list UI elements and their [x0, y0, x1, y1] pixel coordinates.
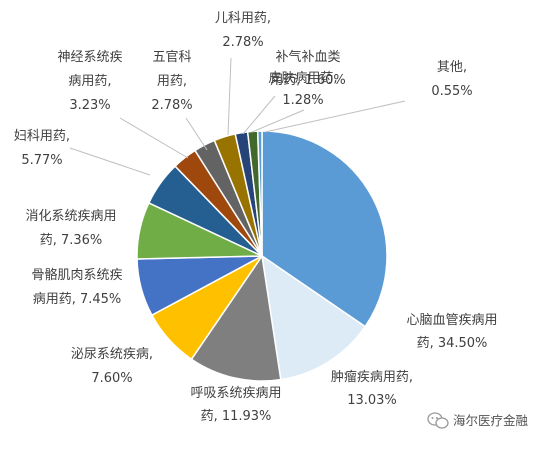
slice-label-5-line-1: 药, 7.36% [40, 233, 103, 248]
watermark: 海尔医疗金融 [427, 410, 557, 432]
slice-label-3-line-0: 泌尿系统疾病, [71, 347, 153, 362]
leader-line-10 [242, 95, 276, 135]
slice-label-6-line-1: 5.77% [21, 153, 62, 168]
pie-slice-12 [256, 130, 263, 257]
slice-label-11-line-1: 1.28% [282, 93, 323, 108]
watermark-graphic: 海尔医疗金融 [427, 412, 529, 429]
slice-label-12-line-0: 其他, [437, 60, 467, 75]
slice-label-7-line-0: 神经系统疾 [57, 50, 122, 65]
slice-label-0-line-1: 药, 34.50% [417, 336, 488, 351]
pie-slices [136, 130, 388, 382]
wechat-icon [427, 412, 449, 429]
leader-line-7 [119, 117, 189, 159]
slice-label-10-line-1: 用药, 1.60% [270, 73, 346, 88]
pie-slice-2 [190, 254, 282, 382]
pie-slice-1 [260, 254, 367, 381]
slice-label-7-line-2: 3.23% [69, 98, 110, 113]
slice-label-2-line-1: 药, 11.93% [201, 409, 272, 424]
slice-label-4-line-0: 骨骼肌肉系统疾 [31, 267, 122, 283]
slice-label-2-line-0: 呼吸系统疾病用 [190, 386, 281, 401]
leader-line-12 [264, 100, 406, 133]
slice-label-7-line-1: 病用药, [68, 74, 111, 89]
slice-label-12-line-1: 0.55% [431, 84, 472, 99]
slice-label-9-line-1: 2.78% [222, 35, 263, 50]
leader-line-6 [69, 147, 151, 176]
slice-label-11-line-0: 皮肤病用药, [268, 71, 337, 86]
slice-label-1-line-1: 13.03% [347, 393, 397, 408]
leader-lines [69, 57, 406, 176]
slice-label-10-line-0: 补气补血类 [275, 49, 340, 65]
slice-label-3-line-1: 7.60% [91, 371, 132, 386]
leader-line-11 [251, 109, 305, 133]
slice-label-1-line-0: 肿瘤疾病用药, [331, 369, 413, 385]
slice-label-9-line-0: 儿科用药, [215, 11, 271, 26]
slice-label-8-line-2: 2.78% [151, 98, 192, 113]
slice-label-0-line-0: 心脑血管疾病用 [406, 313, 497, 328]
leader-line-9 [227, 57, 232, 136]
slice-label-8-line-0: 五官科 [152, 49, 191, 65]
pie-slice-0 [261, 130, 388, 328]
slice-label-4-line-1: 病用药, 7.45% [33, 292, 122, 307]
slice-label-6-line-0: 妇科用药, [14, 128, 70, 144]
slice-label-5-line-0: 消化系统疾病用 [25, 209, 116, 224]
leader-line-8 [185, 117, 208, 151]
slice-label-8-line-1: 用药, [157, 74, 187, 89]
watermark-text: 海尔医疗金融 [453, 413, 529, 428]
